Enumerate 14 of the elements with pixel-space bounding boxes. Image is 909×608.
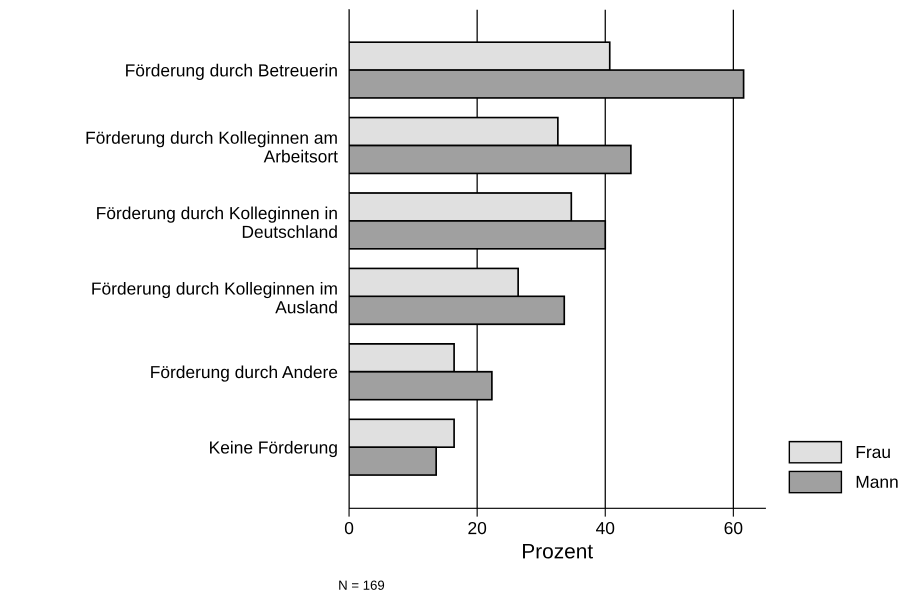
y-tick-label: Förderung durch Andere bbox=[151, 365, 338, 382]
x-tick-label: 20 bbox=[468, 522, 486, 534]
x-tick-label: 60 bbox=[724, 522, 742, 534]
x-axis-title: Prozent bbox=[523, 544, 593, 559]
legend-label: Mann bbox=[856, 476, 898, 488]
y-tick-label: Förderung durch Kolleginnen am Arbeitsort bbox=[86, 131, 338, 163]
x-tick-label: 40 bbox=[596, 522, 614, 534]
legend-label: Frau bbox=[856, 446, 890, 458]
y-tick-label: Förderung durch Kolleginnen im Ausland bbox=[92, 282, 337, 314]
text: N = 169 bbox=[339, 580, 384, 590]
y-tick-label: Förderung durch Betreuerin bbox=[126, 64, 337, 80]
y-tick-label: Förderung durch Kolleginnen in Deutschland bbox=[97, 206, 337, 238]
y-tick-label: Keine Förderung bbox=[210, 440, 337, 458]
x-tick-label: 0 bbox=[344, 522, 354, 534]
